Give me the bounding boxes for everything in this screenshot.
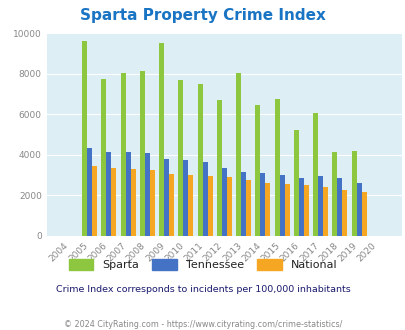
Bar [356, 183, 360, 236]
Bar [145, 153, 149, 236]
Text: Crime Index corresponds to incidents per 100,000 inhabitants: Crime Index corresponds to incidents per… [55, 285, 350, 294]
Bar [284, 184, 289, 236]
Bar [337, 178, 341, 236]
Bar [274, 99, 279, 236]
Bar [207, 176, 212, 236]
Bar [331, 152, 337, 236]
Bar [159, 43, 164, 236]
Bar [317, 176, 322, 236]
Bar [303, 185, 308, 236]
Bar [235, 73, 241, 236]
Legend: Sparta, Tennessee, National: Sparta, Tennessee, National [64, 255, 341, 275]
Bar [360, 192, 366, 236]
Bar [149, 170, 154, 236]
Bar [226, 177, 231, 236]
Bar [106, 152, 111, 236]
Bar [120, 73, 125, 236]
Bar [260, 173, 264, 236]
Bar [202, 162, 207, 236]
Bar [322, 187, 327, 236]
Bar [245, 180, 250, 236]
Bar [82, 41, 87, 236]
Bar [216, 100, 221, 236]
Bar [197, 84, 202, 236]
Bar [87, 148, 92, 236]
Bar [255, 105, 260, 236]
Bar [111, 168, 116, 236]
Bar [168, 174, 174, 236]
Bar [92, 166, 97, 236]
Text: Sparta Property Crime Index: Sparta Property Crime Index [80, 8, 325, 23]
Bar [264, 183, 270, 236]
Bar [178, 80, 183, 236]
Bar [279, 175, 284, 236]
Bar [298, 178, 303, 236]
Bar [164, 159, 168, 236]
Bar [101, 79, 106, 236]
Bar [139, 71, 145, 236]
Bar [130, 169, 135, 236]
Bar [293, 130, 298, 236]
Bar [188, 175, 193, 236]
Bar [125, 152, 130, 236]
Bar [183, 160, 188, 236]
Bar [241, 172, 245, 236]
Bar [341, 190, 346, 236]
Text: © 2024 CityRating.com - https://www.cityrating.com/crime-statistics/: © 2024 CityRating.com - https://www.city… [64, 320, 341, 329]
Bar [351, 151, 356, 236]
Bar [312, 113, 317, 236]
Bar [221, 168, 226, 236]
